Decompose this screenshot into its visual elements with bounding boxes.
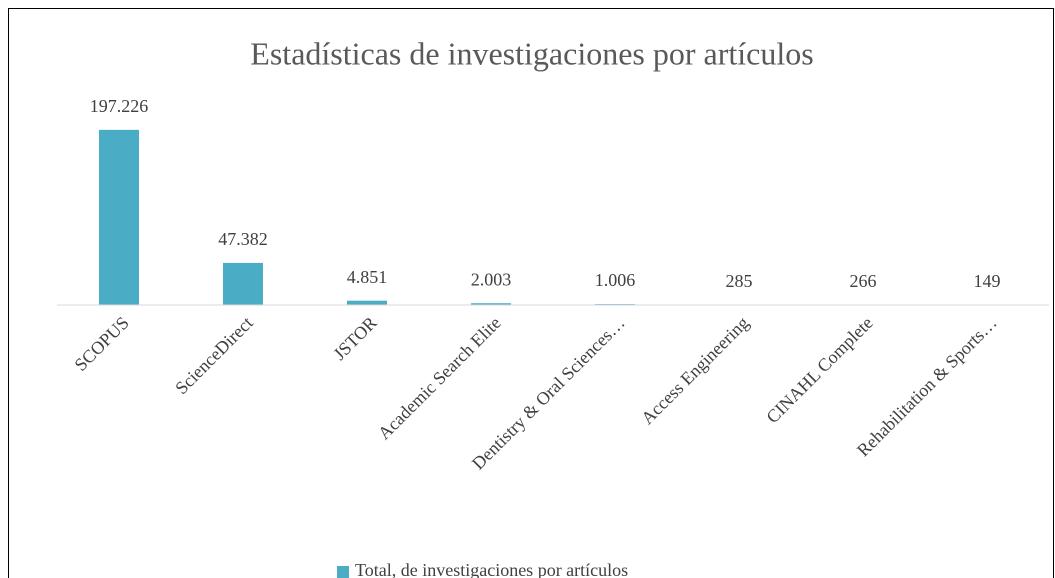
data-label: 1.006 — [595, 270, 636, 290]
data-label: 149 — [974, 271, 1001, 291]
legend-label: Total, de investigaciones por artículos — [355, 560, 628, 578]
legend-swatch — [337, 566, 349, 578]
data-label: 197.226 — [90, 96, 149, 116]
data-label: 266 — [850, 271, 877, 291]
chart-frame — [8, 8, 1054, 578]
bar — [471, 303, 511, 305]
data-label: 4.851 — [347, 267, 388, 287]
data-label: 285 — [726, 271, 753, 291]
bar — [347, 300, 387, 305]
data-label: 47.382 — [218, 229, 268, 249]
chart-title: Estadísticas de investigaciones por artí… — [250, 35, 813, 71]
data-label: 2.003 — [471, 269, 512, 289]
bar — [223, 262, 263, 305]
bar — [99, 129, 139, 305]
